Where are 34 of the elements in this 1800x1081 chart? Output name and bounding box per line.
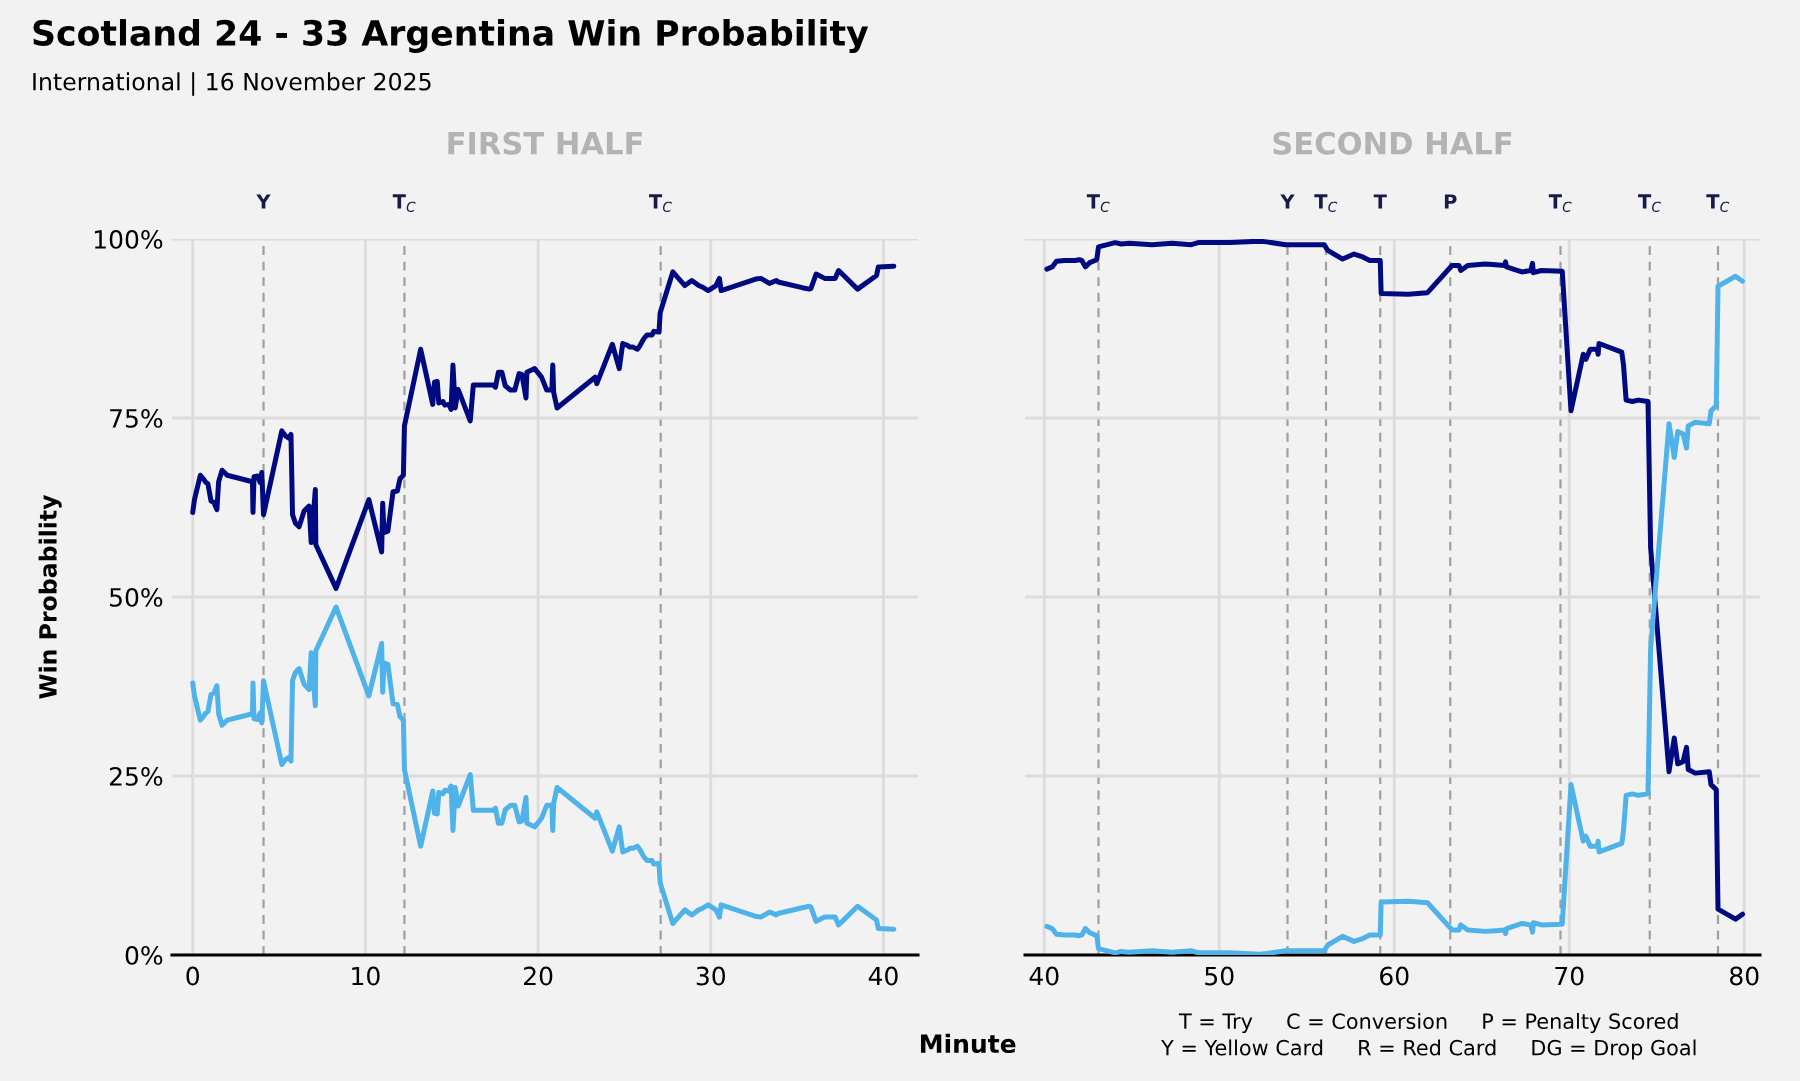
x-tick-label: 80 [1730,966,1759,986]
ref-line-label: T$_{C}$ [392,194,416,212]
x-tick-label: 30 [696,966,726,986]
ref-line-label: T [1373,194,1387,209]
ref-line-label: T$_{C}$ [649,194,672,212]
ref-line-label: P [1444,194,1457,209]
x-tick-label: 0 [186,966,200,986]
ref-line-label: T$_{C}$ [1314,194,1338,212]
text: Scotland 24 - 33 Argentina Win Probability [33,19,869,53]
y-tick-label: 75% [110,408,163,428]
ref-line-label: T$_{C}$ [1638,194,1661,212]
x-tick-label: 40 [868,966,898,986]
ref-line-label: T$_{C}$ [1706,194,1730,212]
text: T = Try C = Conversion P = Penalty Scored [1178,1012,1678,1034]
y-axis-title: Win Probability [38,494,62,699]
x-axis-title: Minute [920,1033,1016,1054]
text: International | 16 November 2025 [33,72,431,96]
x-tick-label: 70 [1555,966,1584,986]
ref-line-label: T$_{C}$ [1086,194,1110,212]
x-tick-label: 60 [1380,966,1409,986]
x-tick-label: 40 [1029,966,1059,986]
y-tick-label: 25% [109,766,163,786]
chart-title: SECOND HALF [1273,131,1512,155]
ref-line-label: Y [1280,194,1295,209]
y-tick-label: 0% [125,945,163,965]
text: Y = Yellow Card R = Red Card DG = Drop Goal [1161,1039,1696,1060]
chart-title: FIRST HALF [448,131,642,155]
ref-line-label: T$_{C}$ [1548,194,1572,212]
y-tick-label: 100% [94,229,163,249]
ref-line-label: Y [256,194,271,209]
x-tick-label: 10 [352,966,380,986]
y-tick-label: 50% [110,587,163,607]
x-tick-label: 50 [1205,966,1234,986]
x-tick-label: 20 [524,966,553,986]
